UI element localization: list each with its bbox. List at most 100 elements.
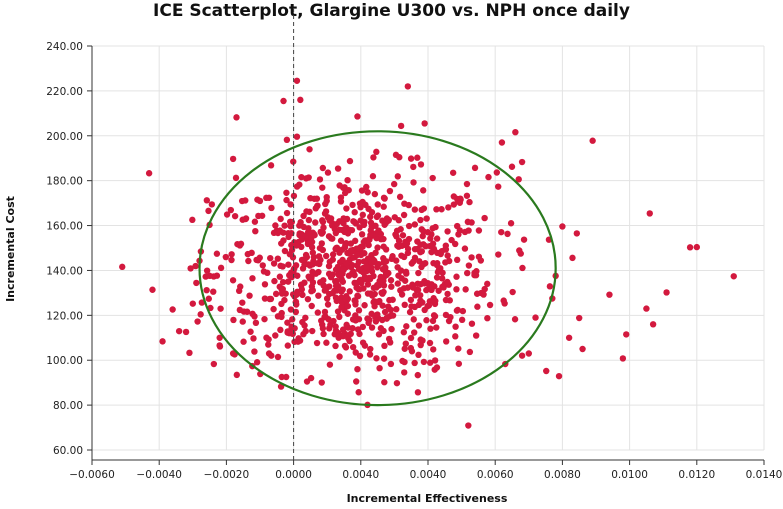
data-point bbox=[308, 274, 315, 281]
data-point bbox=[310, 253, 318, 261]
data-point bbox=[314, 260, 321, 267]
data-point bbox=[333, 220, 341, 228]
data-point bbox=[501, 300, 508, 307]
data-point bbox=[229, 277, 237, 284]
data-point bbox=[431, 357, 439, 364]
data-point bbox=[213, 272, 221, 279]
data-point bbox=[336, 313, 343, 321]
chart-title: ICE Scatterplot, Glargine U300 vs. NPH o… bbox=[153, 1, 630, 21]
data-point bbox=[217, 264, 225, 272]
data-point bbox=[363, 183, 370, 191]
data-point bbox=[175, 327, 183, 335]
data-point bbox=[342, 344, 350, 351]
data-point bbox=[228, 251, 235, 258]
data-point bbox=[405, 222, 413, 230]
data-point bbox=[306, 146, 313, 153]
data-point bbox=[730, 273, 737, 280]
data-point bbox=[278, 290, 286, 297]
data-point bbox=[283, 189, 290, 196]
data-point bbox=[239, 216, 246, 223]
data-point bbox=[256, 254, 263, 261]
data-point bbox=[279, 263, 286, 270]
data-point bbox=[297, 96, 304, 104]
data-point bbox=[417, 241, 424, 248]
data-point bbox=[385, 217, 392, 224]
data-point bbox=[322, 285, 330, 293]
data-point bbox=[281, 247, 289, 255]
data-point bbox=[430, 245, 438, 253]
data-point bbox=[203, 197, 211, 204]
data-point bbox=[213, 250, 221, 257]
data-point bbox=[442, 246, 449, 253]
data-point bbox=[293, 242, 300, 249]
y-tick-label: 160.00 bbox=[46, 221, 83, 233]
data-point bbox=[453, 256, 461, 264]
data-point bbox=[372, 249, 379, 256]
data-point bbox=[354, 292, 361, 299]
data-point bbox=[379, 302, 386, 309]
data-point bbox=[324, 169, 332, 176]
data-point bbox=[426, 359, 434, 366]
data-point bbox=[546, 283, 554, 290]
data-point bbox=[420, 187, 427, 194]
data-point bbox=[293, 77, 301, 84]
data-point bbox=[450, 193, 458, 200]
data-point bbox=[306, 262, 314, 269]
data-point bbox=[477, 257, 485, 264]
data-point bbox=[404, 83, 412, 90]
data-point bbox=[484, 280, 491, 288]
data-point bbox=[367, 231, 374, 239]
data-point bbox=[421, 306, 428, 314]
data-point bbox=[255, 212, 262, 220]
data-point bbox=[474, 303, 481, 310]
data-point bbox=[394, 242, 401, 249]
data-point bbox=[396, 154, 403, 161]
data-point bbox=[397, 122, 405, 130]
data-point bbox=[430, 346, 437, 353]
data-point bbox=[455, 360, 463, 367]
data-point bbox=[268, 204, 275, 212]
data-point bbox=[693, 243, 700, 251]
data-point bbox=[559, 223, 566, 230]
data-point bbox=[388, 283, 395, 290]
data-point bbox=[357, 217, 364, 224]
data-point bbox=[119, 263, 126, 271]
data-point bbox=[349, 201, 356, 209]
data-point bbox=[249, 275, 256, 282]
data-point bbox=[401, 200, 408, 207]
data-point bbox=[498, 139, 506, 146]
data-point bbox=[231, 212, 239, 220]
data-point bbox=[293, 301, 300, 308]
data-point bbox=[312, 205, 319, 212]
data-point bbox=[430, 312, 438, 319]
data-point bbox=[393, 233, 400, 240]
data-point bbox=[400, 329, 408, 336]
data-point bbox=[401, 301, 408, 309]
data-point bbox=[304, 295, 312, 303]
data-point bbox=[364, 290, 372, 297]
data-point bbox=[456, 199, 464, 206]
data-point bbox=[374, 311, 381, 318]
data-point bbox=[428, 286, 435, 294]
data-point bbox=[145, 170, 153, 177]
data-point bbox=[649, 321, 657, 328]
data-point bbox=[421, 280, 428, 287]
data-point bbox=[223, 211, 231, 218]
data-point bbox=[338, 304, 345, 311]
y-tick-label: 80.00 bbox=[53, 400, 83, 412]
data-point bbox=[393, 379, 401, 387]
x-tick-label: 0.0100 bbox=[611, 469, 648, 481]
data-point bbox=[410, 316, 417, 323]
data-point bbox=[249, 310, 256, 318]
data-point bbox=[415, 269, 422, 277]
data-point bbox=[589, 137, 596, 144]
data-point bbox=[565, 334, 573, 341]
data-point bbox=[227, 206, 235, 214]
data-point bbox=[354, 326, 362, 333]
data-point bbox=[381, 195, 388, 202]
data-point bbox=[466, 198, 473, 206]
data-point bbox=[397, 287, 404, 294]
data-point bbox=[401, 358, 408, 366]
data-point bbox=[468, 254, 475, 261]
data-points bbox=[119, 77, 737, 429]
